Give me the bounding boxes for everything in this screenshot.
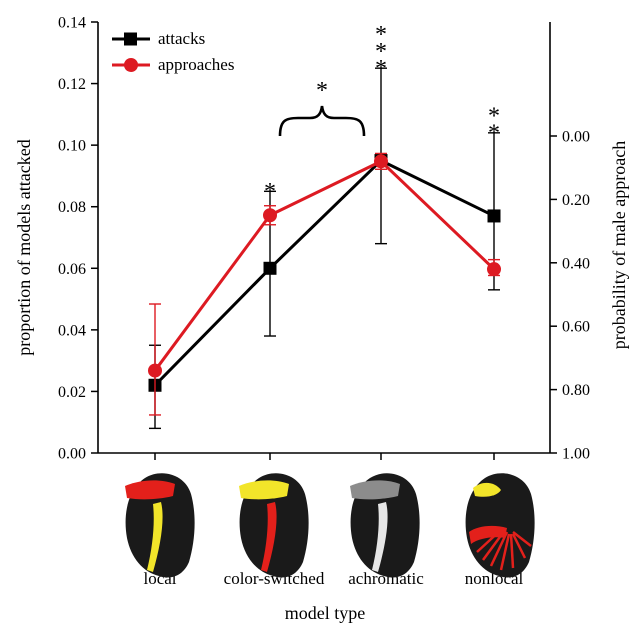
- legend-marker-attacks: [124, 32, 137, 46]
- left-tick-label: 0.14: [58, 15, 86, 32]
- significance-star: *: [488, 104, 500, 130]
- hindwing-ray: [512, 531, 532, 547]
- hindwing-band: [147, 502, 163, 572]
- y2-axis-label: probability of male approach: [609, 141, 629, 349]
- right-tick-label: 0.20: [562, 192, 590, 209]
- forewing-band: [239, 480, 289, 500]
- significance-brace: [278, 105, 366, 137]
- left-tick-label: 0.02: [58, 384, 86, 401]
- legend: attacks approaches: [112, 29, 234, 74]
- significance-star: *: [375, 56, 387, 82]
- left-tick-label: 0.04: [58, 322, 86, 339]
- hindwing-ray: [499, 533, 511, 571]
- forewing-band: [350, 480, 400, 500]
- legend-label-approaches: approaches: [158, 55, 234, 74]
- left-tick-label: 0.10: [58, 138, 86, 155]
- approaches-line: [153, 159, 496, 372]
- significance-star: *: [488, 121, 500, 147]
- approaches-point: [374, 154, 388, 169]
- attacks-point: [487, 209, 501, 223]
- attacks-line: [153, 158, 495, 387]
- hindwing-ray: [509, 533, 515, 569]
- hindwing-band: [469, 525, 507, 544]
- wing-icon-achromatic: [350, 473, 420, 578]
- right-tick-label: 0.00: [562, 129, 590, 146]
- right-tick-label: 0.40: [562, 255, 590, 272]
- approaches-point: [487, 262, 501, 277]
- left-tick-label: 0.00: [58, 446, 86, 463]
- forewing-band: [473, 482, 501, 497]
- significance-star: *: [375, 39, 387, 65]
- significance-annotation: *: [264, 179, 276, 205]
- attacks-point: [263, 261, 277, 275]
- wing-icon-nonlocal: [465, 473, 535, 578]
- hindwing-ray: [511, 533, 527, 559]
- wing-shape: [465, 473, 535, 578]
- left-tick-label: 0.06: [58, 261, 86, 278]
- significance-star: *: [375, 22, 387, 48]
- x-axis-label: model type: [285, 603, 365, 623]
- left-tick-label: 0.12: [58, 76, 86, 93]
- right-tick-label: 0.60: [562, 319, 590, 336]
- right-tick-label: 1.00: [562, 446, 590, 463]
- forewing-band: [125, 480, 175, 500]
- approaches-point: [148, 363, 162, 378]
- legend-label-attacks: attacks: [158, 29, 205, 48]
- wing-icon-color-switched: [239, 473, 309, 578]
- significance-star: *: [316, 78, 328, 104]
- series-approaches: [148, 152, 501, 416]
- significance-annotation: ***: [375, 22, 387, 82]
- series-attacks: [148, 67, 501, 430]
- significance-annotation: **: [488, 104, 500, 147]
- right-tick-label: 0.80: [562, 382, 590, 399]
- hindwing-band: [261, 502, 277, 572]
- wing-icon-local: [125, 473, 195, 578]
- legend-marker-approaches: [124, 58, 138, 72]
- category-label-achromatic: achromatic: [348, 569, 424, 588]
- y-axis-label: proportion of models attacked: [14, 139, 34, 355]
- left-tick-label: 0.08: [58, 199, 86, 216]
- category-label-color-switched: color-switched: [224, 569, 325, 588]
- approaches-point: [263, 208, 277, 223]
- hindwing-band: [372, 502, 388, 572]
- significance-star: *: [264, 179, 276, 205]
